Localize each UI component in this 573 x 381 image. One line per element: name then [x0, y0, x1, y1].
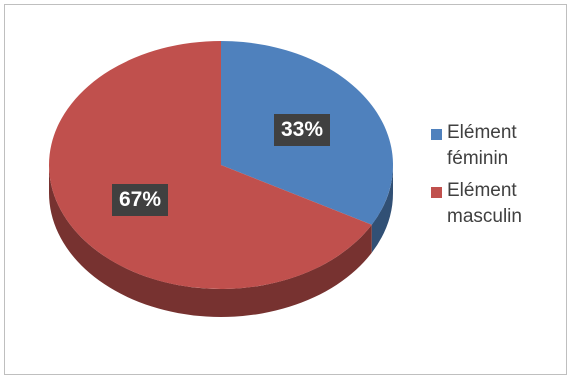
legend-swatch-masculin: [431, 187, 442, 198]
pie-side-0: [371, 165, 393, 253]
chart-legend: Elément féminin Elément masculin: [431, 120, 559, 236]
legend-label-feminin: Elément féminin: [447, 122, 517, 169]
legend-label-masculin: Elément masculin: [447, 180, 522, 227]
pie-slice-1: [49, 41, 372, 289]
legend-item-masculin: Elément masculin: [431, 178, 559, 230]
data-label-feminin: 33%: [274, 114, 331, 146]
legend-item-feminin: Elément féminin: [431, 120, 559, 172]
pie-side-1: [49, 165, 372, 317]
legend-swatch-feminin: [431, 129, 442, 140]
data-label-masculin: 67%: [112, 184, 169, 216]
